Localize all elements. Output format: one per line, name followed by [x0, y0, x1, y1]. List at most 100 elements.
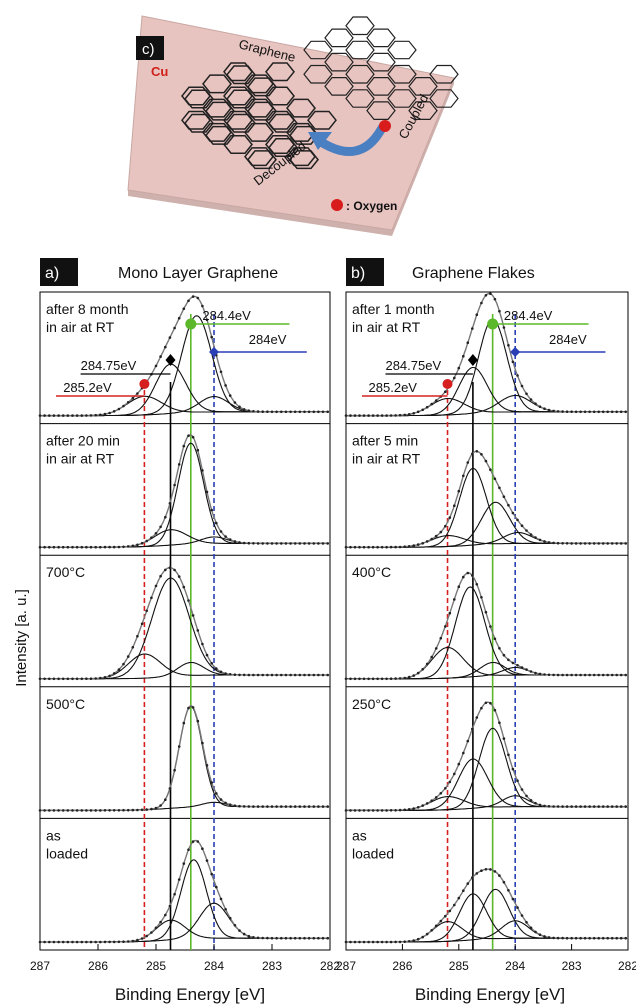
data-point [561, 542, 564, 545]
decoupled-hexagon [226, 89, 256, 109]
data-point [606, 542, 609, 545]
data-point [394, 545, 397, 549]
spectrum-label: as [352, 827, 367, 843]
data-point [371, 414, 375, 417]
spectra-panel-0: 287 286 285 284 283 282 after 8 month in air at… [30, 291, 340, 973]
data-point [425, 662, 429, 666]
data-point [136, 634, 139, 638]
component-peak [346, 795, 628, 811]
data-point [298, 410, 302, 414]
data-point [394, 414, 397, 417]
data-point [136, 543, 139, 547]
data-point [140, 541, 144, 545]
data-point [38, 940, 42, 944]
data-point [425, 802, 429, 805]
data-point [601, 542, 605, 545]
data-point [430, 929, 434, 932]
data-point [256, 936, 260, 940]
data-point [275, 805, 278, 808]
component-peak [346, 586, 628, 680]
data-point [321, 673, 325, 677]
spectrum-label: in air at RT [46, 319, 115, 335]
data-point [307, 936, 311, 940]
panel-c-label-box [136, 36, 164, 60]
data-point [597, 673, 600, 677]
decoupled-hexagon [202, 74, 232, 94]
data-point [173, 892, 176, 896]
data-point [430, 799, 434, 802]
decoupled-hexagon [184, 89, 214, 109]
schematic-panel: c) Cu Graphene Coupled Decoupled : Oxyge… [127, 15, 459, 236]
data-point [412, 674, 416, 677]
data-point [434, 534, 438, 538]
data-point [289, 805, 292, 808]
data-point [159, 804, 162, 807]
data-point [205, 653, 209, 657]
data-point [430, 655, 434, 659]
data-point [498, 309, 501, 313]
data-point [434, 796, 438, 799]
data-point [353, 940, 357, 944]
data-point [66, 677, 70, 681]
spectrum-label: 500°C [46, 696, 85, 712]
data-point [317, 936, 320, 940]
data-point [425, 540, 429, 543]
coupled-hexagon [303, 64, 333, 84]
data-point [307, 805, 311, 808]
data-point [353, 545, 357, 549]
data-point [108, 809, 111, 812]
data-point [52, 545, 56, 549]
data-point [252, 805, 255, 808]
data-point [126, 655, 130, 658]
data-point [538, 405, 542, 409]
data-point [358, 414, 361, 417]
data-point [619, 673, 623, 677]
data-point [416, 937, 420, 941]
data-point [367, 414, 370, 417]
data-point [293, 673, 297, 677]
component-peak [346, 666, 628, 680]
data-point [511, 511, 515, 515]
decoupled-hexagon [268, 138, 298, 157]
data-point [307, 410, 311, 414]
data-point [389, 677, 393, 680]
data-point [489, 468, 492, 472]
data-point [448, 909, 452, 913]
data-point [358, 809, 361, 812]
data-point [484, 459, 488, 463]
data-point [80, 545, 84, 549]
data-point [177, 745, 181, 748]
data-point [520, 384, 524, 388]
data-point [507, 753, 510, 757]
coupled-hexagon [429, 89, 459, 108]
data-point [293, 542, 297, 545]
data-point [126, 808, 130, 812]
data-point [574, 936, 578, 940]
data-point [344, 677, 348, 681]
data-point [71, 940, 74, 944]
data-point [389, 940, 393, 944]
data-point [543, 407, 546, 411]
data-point [173, 568, 176, 572]
data-point [416, 671, 420, 675]
data-point [583, 542, 587, 545]
data-point [489, 625, 492, 628]
coupled-hexagon [345, 40, 375, 60]
component-peak [346, 727, 628, 811]
data-point [159, 355, 162, 358]
data-point [471, 574, 474, 577]
data-point [321, 936, 325, 940]
data-point [201, 741, 204, 745]
data-point [252, 936, 255, 939]
data-point [534, 671, 537, 675]
data-point [480, 453, 483, 456]
data-point [293, 805, 297, 808]
peak-label-284: 284eV [249, 332, 287, 347]
data-point [242, 408, 246, 411]
data-point [284, 936, 288, 940]
component-peak [346, 661, 628, 680]
data-point [380, 545, 384, 549]
data-point [556, 805, 560, 808]
data-point [94, 940, 97, 944]
data-point [210, 335, 213, 339]
